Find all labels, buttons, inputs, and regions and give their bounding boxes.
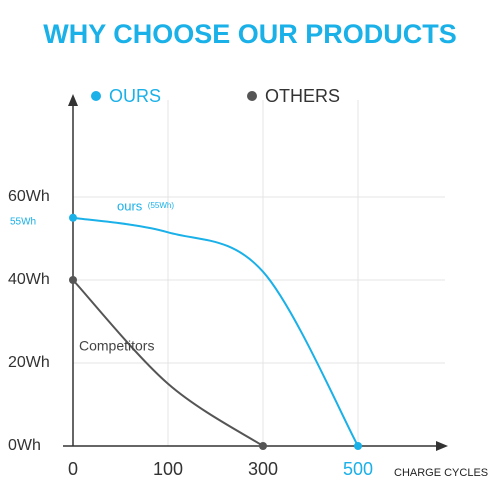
legend-label: OTHERS: [265, 86, 340, 106]
legend-label: OURS: [109, 86, 161, 106]
series-line: [72, 216, 359, 447]
annotation: (55Wh): [148, 201, 175, 210]
series-line: [72, 279, 264, 447]
annotation: 55Wh: [10, 217, 36, 228]
y-tick-label: 60Wh: [8, 188, 50, 205]
annotation: ours: [117, 198, 143, 213]
end-point: [354, 442, 362, 450]
end-point: [259, 442, 267, 450]
legend-marker: [91, 91, 101, 101]
x-tick-label: 500: [343, 459, 373, 479]
y-tick-label: 20Wh: [8, 354, 50, 371]
y-tick-label: 40Wh: [8, 271, 50, 288]
x-tick-label: 0: [68, 459, 78, 479]
x-tick-label: 300: [248, 459, 278, 479]
end-point: [69, 213, 77, 222]
x-axis-arrow: [436, 441, 448, 451]
legend-marker: [247, 91, 257, 101]
y-axis-arrow: [68, 94, 78, 106]
annotation: Competitors: [79, 338, 154, 354]
end-point: [69, 276, 77, 284]
y-tick-label: 0Wh: [8, 437, 41, 454]
x-axis-label: CHARGE CYCLES: [394, 467, 488, 479]
x-tick-label: 100: [153, 459, 183, 479]
chart-title: WHY CHOOSE OUR PRODUCTS: [43, 19, 457, 49]
